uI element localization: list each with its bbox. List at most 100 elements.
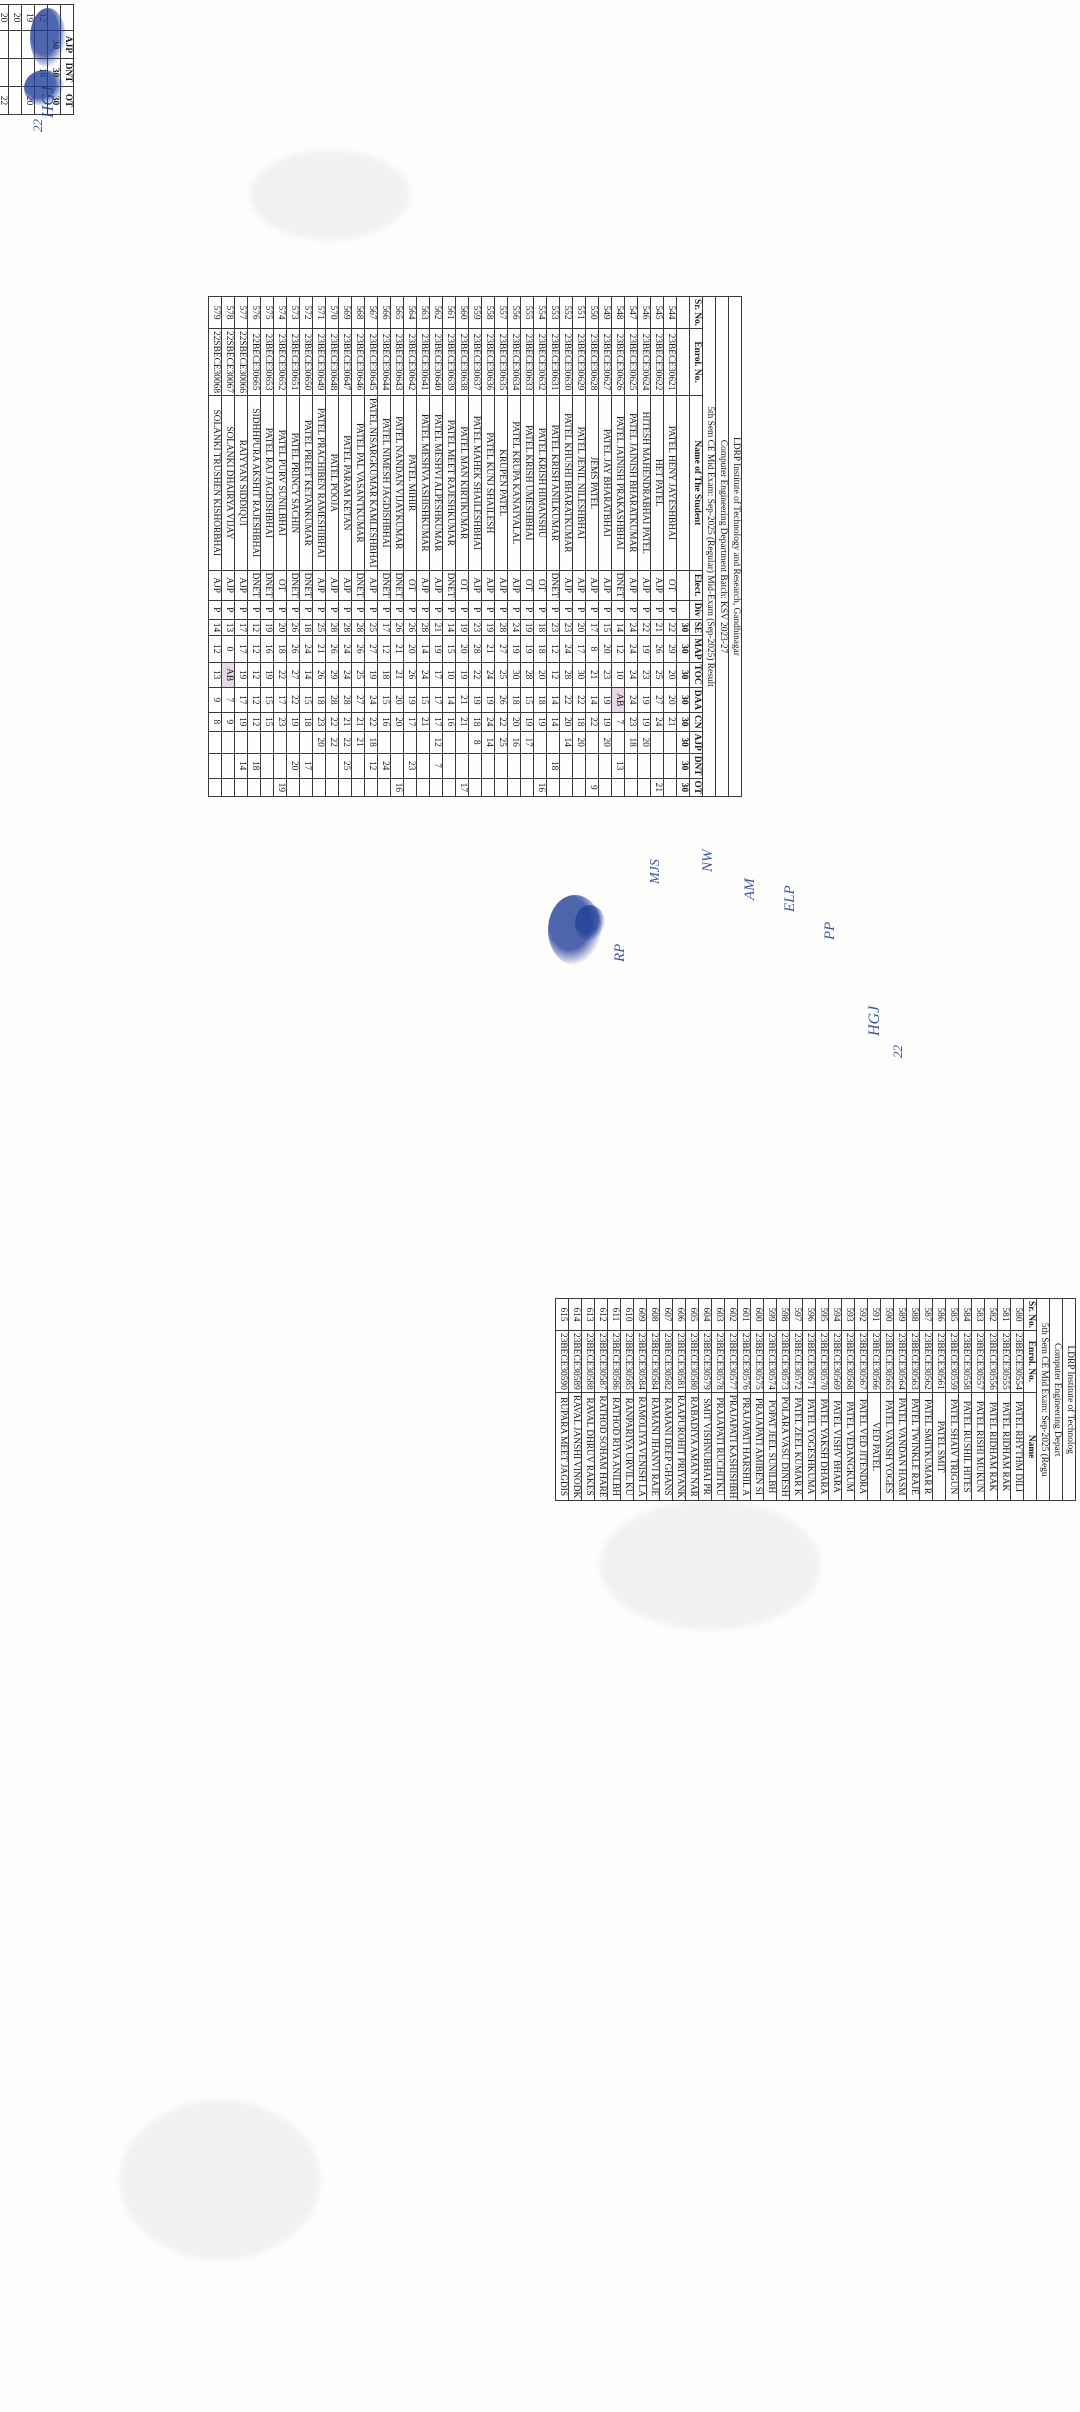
table-row: 599 23BECE30574 POPAT JEEL SUNILBH [763,1298,777,1501]
table-row: 577 22SBECE30066 RAIYYAN SIDDIQUI AJP P 17 17 1… [234,296,248,797]
cell-map: 12 [611,635,625,663]
cell-se: 18 [299,619,313,636]
cell-sr: 582 [984,1298,998,1331]
cell-enrol: 23BECE30571 [802,1330,816,1393]
cell-dnt: 12 [364,753,378,779]
cell-map: 26 [325,635,339,663]
cell-name: HITESH MAHENDRABHAI PATEL [637,395,651,571]
cell-daa: 12 [247,687,261,713]
cell-elect: AJP [364,570,378,601]
cell-enrol: 23BECE30625 [624,328,638,396]
cell-name: RAAPUROHIT PRIYANK [672,1392,686,1501]
cell-name: PATEL ZEEL KUMAR K [789,1392,803,1501]
table-row: 596 23BECE30571 PATEL YOGESHKUMA [802,1298,816,1501]
cell-cn: 7 [611,712,625,732]
cell-dnt [442,753,456,779]
table-row: 553 23BECE30631 PATEL KRISH ANILKUMAR DNET P… [546,296,560,797]
cell-se: 22 [637,619,651,636]
table-row: 576 22BECE30665 SIDHHPURA AKSHIT RAJESHBHA… [247,296,261,797]
cell-sr: 585 [945,1298,959,1331]
cell-name: SMIT VISHNUBHAI PR [698,1392,712,1501]
cell-ot [208,778,222,797]
table-row: 547 23BECE30625 PATEL JAINISH BHARATKUMAR A… [624,296,638,797]
result-title: 5th Sem CE Mid Exam: Sep-2025 (Regular) … [702,296,716,797]
cell-enrol: 23BECE30639 [442,328,456,396]
cell-sr: 572 [299,296,313,329]
cell-ajp [533,731,547,754]
cell-dnt: 24 [377,753,391,779]
cell-dnt [624,753,638,779]
table-row: 570 23BECE30648 PATEL POOJA AJP P 28 26 29 28 22 2… [325,296,339,797]
cell-enrol: 23BECE30555 [997,1330,1011,1393]
col-name: Name of The Student [689,395,703,571]
cell-se: 12 [247,619,261,636]
maxrow-elect [676,570,690,601]
cell-name: PATEL MAN KIRTIKUMAR [455,395,469,571]
cell-dnt [390,753,404,779]
cell-enrol: 23BECE30568 [841,1330,855,1393]
cell-elect: DNET [247,570,261,601]
cell-div: P [572,600,586,620]
cell-toc: AB [221,662,235,688]
cell-enrol: 23BECE30629 [572,328,586,396]
cell-dnt: 14 [234,753,248,779]
cell-ajp: 20 [598,731,612,754]
cell-name: PATEL KRISH UMESHBHAI [520,395,534,571]
cell-sr: 565 [390,296,404,329]
cell-daa: 22 [572,687,586,713]
table-row: 589 23BECE30564 PATEL VANDAN HASM [893,1298,907,1501]
column-header-row: Sr. No. Enrol. No. Name of The Student Elec… [689,296,703,797]
cell-name: PRAJAPATI AMIBEN SI [750,1392,764,1501]
cell-cn: 12 [247,712,261,732]
cell-ot [221,778,235,797]
cell-sr: 547 [624,296,638,329]
cell-enrol: 23BECE30586 [607,1330,621,1393]
cell-div: P [208,600,222,620]
cell-enrol: 23BECE30624 [637,328,651,396]
cell-ot: 21 [650,778,664,797]
cell-elect: DNET [286,570,300,601]
cell-name: PATEL SMIT [932,1392,946,1501]
cell-map: 12 [247,635,261,663]
cell-elect: OT [663,570,677,601]
cell-se: 17 [234,619,248,636]
cell-ajp [8,30,22,59]
cell-elect: AJP [325,570,339,601]
table-row: 611 23BECE30586 RATHOD RIYA ANILBH [607,1298,621,1501]
cell-toc: 19 [455,662,469,688]
pen-scribble [575,905,605,941]
cell-div: P [650,600,664,620]
cell-daa: 14 [546,687,560,713]
cell-dnt: 23 [403,753,417,779]
cell-name: POLARA VASU DINESH [776,1392,790,1501]
cell-se: 28 [338,619,352,636]
cell-elect: AJP [468,570,482,601]
cell-sr: 594 [828,1298,842,1331]
cell-enrol: 23BECE30554 [1010,1330,1024,1393]
cell-toc: 28 [559,662,573,688]
cell-sr: 555 [520,296,534,329]
cell-enrol: 23BECE30589 [568,1330,582,1393]
cell-daa: 15 [520,687,534,713]
cell-ot [234,778,248,797]
cell-cn: 16 [377,712,391,732]
cell-toc: 12 [546,662,560,688]
cell-div: P [273,600,287,620]
table-row: 591 23BECE30566 VED PATEL [867,1298,881,1501]
cell-toc: 24 [624,662,638,688]
cell-cn: 24 [481,712,495,732]
table-row: 562 23BECE30640 PATEL MESHVI ALPESHKUMAR AJ… [429,296,443,797]
table-row: 564 23BECE30642 PATEL MIHIR OT P 26 20 26 19 17 23 [403,296,417,797]
table-row: 607 23BECE30582 RAMANI DEEP GHANS [659,1298,673,1501]
cell-cn: 17 [403,712,417,732]
cell-cn: 19 [520,712,534,732]
cell-name: PATEL RIDHAM RAK [984,1392,998,1501]
cell-name: PRAJAPATI KASHISHBH [724,1392,738,1501]
table-row: 612 23BECE30587 RATHOD SOHAM HARE [594,1298,608,1501]
col-daa: DAA [689,687,703,713]
cell-ajp [234,731,248,754]
cell-cn: 8 [208,712,222,732]
cell-elect: DNET [546,570,560,601]
cell-toc: 14 [299,662,313,688]
cell-sr: 553 [546,296,560,329]
